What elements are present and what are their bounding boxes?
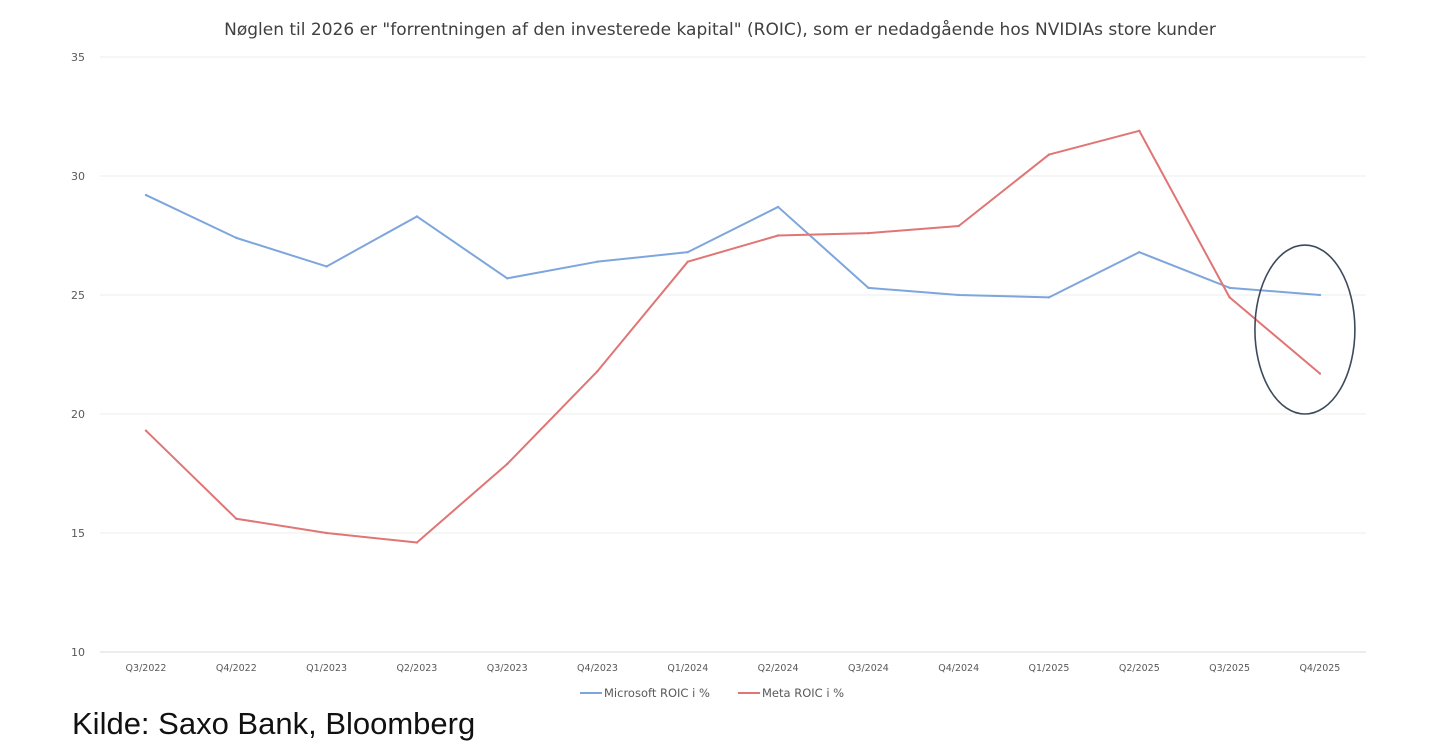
- data-point: [235, 236, 238, 240]
- gridlines: [100, 56, 1366, 653]
- data-point: [1318, 293, 1322, 297]
- data-point: [596, 369, 599, 373]
- x-tick-label: Q4/2025: [1299, 663, 1340, 674]
- x-tick-label: Q3/2025: [1209, 663, 1250, 674]
- data-point: [1318, 372, 1322, 375]
- y-tick-label: 30: [71, 170, 85, 183]
- legend-label: Meta ROIC i %: [762, 686, 844, 700]
- data-point: [144, 429, 148, 432]
- data-point: [776, 205, 780, 209]
- x-tick-label: Q1/2024: [667, 663, 708, 674]
- data-point: [867, 286, 870, 290]
- x-tick-label: Q2/2023: [396, 663, 437, 674]
- data-point: [144, 193, 148, 197]
- y-tick-label: 10: [71, 646, 85, 659]
- x-tick-label: Q2/2024: [758, 663, 799, 674]
- data-point: [1047, 296, 1051, 299]
- data-point: [1047, 153, 1051, 156]
- data-point: [957, 293, 960, 297]
- y-tick-label: 15: [71, 527, 85, 540]
- data-point: [1138, 250, 1141, 254]
- x-tick-label: Q3/2022: [126, 663, 167, 674]
- x-axis-ticks: Q3/2022 Q4/2022 Q1/2023 Q2/2023 Q3/2023 Q4/20…: [126, 663, 1341, 674]
- data-point: [506, 277, 509, 280]
- chart-title: Nøglen til 2026 er "forrentningen af den…: [224, 19, 1216, 40]
- x-tick-label: Q3/2024: [848, 663, 889, 674]
- data-point: [686, 250, 689, 254]
- y-axis-ticks: 10 15 20 25 30 35: [71, 51, 85, 659]
- x-tick-label: Q4/2023: [577, 663, 618, 674]
- source-note: Kilde: Saxo Bank, Bloomberg: [72, 706, 476, 741]
- legend: Microsoft ROIC i % Meta ROIC i %: [580, 686, 844, 700]
- data-point: [686, 260, 689, 263]
- x-tick-label: Q4/2022: [216, 663, 257, 674]
- series-lines: [144, 129, 1322, 544]
- highlight-ellipse: [1254, 244, 1356, 415]
- data-point: [325, 265, 328, 268]
- x-tick-label: Q2/2025: [1119, 663, 1160, 674]
- series-line-meta: [145, 129, 1321, 544]
- y-tick-label: 35: [71, 51, 85, 64]
- y-tick-label: 25: [71, 289, 85, 302]
- x-tick-label: Q3/2023: [487, 663, 528, 674]
- data-point: [235, 517, 238, 520]
- data-point: [596, 260, 599, 263]
- x-tick-label: Q1/2023: [306, 663, 347, 674]
- data-point: [506, 462, 509, 466]
- data-point: [1228, 296, 1231, 299]
- y-tick-label: 20: [71, 408, 85, 421]
- data-point: [1228, 286, 1231, 290]
- data-point: [325, 531, 328, 535]
- roic-line-chart: Nøglen til 2026 er "forrentningen af den…: [71, 19, 1366, 700]
- data-point: [867, 231, 870, 235]
- data-point: [415, 215, 419, 218]
- data-point: [776, 234, 780, 237]
- data-point: [957, 224, 960, 228]
- x-tick-label: Q4/2024: [938, 663, 979, 674]
- data-point: [1138, 129, 1141, 132]
- series-line-microsoft: [145, 194, 1321, 299]
- legend-label: Microsoft ROIC i %: [604, 686, 710, 700]
- data-point: [415, 541, 419, 544]
- annotation-layer: [1254, 244, 1356, 415]
- x-tick-label: Q1/2025: [1029, 663, 1070, 674]
